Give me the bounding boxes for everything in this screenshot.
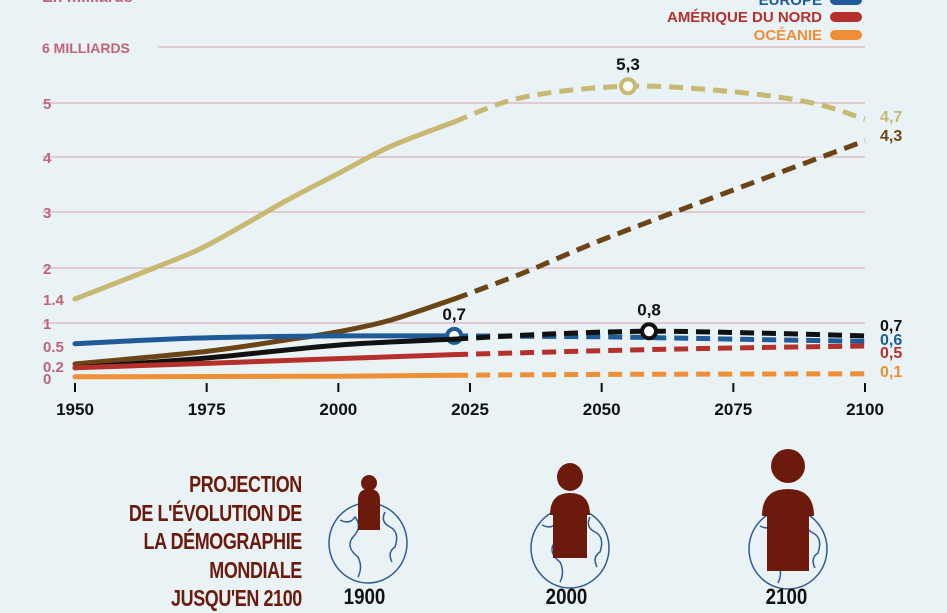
data-point-label: 0,8	[637, 300, 661, 319]
legend-swatch	[830, 12, 862, 22]
legend-swatch	[830, 30, 862, 40]
series-line-projection	[453, 138, 866, 302]
population-chart: En milliards 6 MILLIARDS 5 4 3 2 1.4 1 0.5 0.20 19…	[42, 0, 902, 419]
series-end-label: 4,7	[880, 109, 902, 126]
legend-swatch	[830, 0, 862, 5]
x-tick-label: 2050	[583, 400, 621, 419]
person-icon	[762, 449, 814, 571]
globes-illustration	[328, 449, 828, 590]
y-tick-label: 1	[43, 316, 51, 333]
title-line: DE L'ÉVOLUTION DE	[128, 499, 302, 526]
person-icon	[550, 463, 590, 558]
series-line-historical	[72, 372, 457, 380]
chart-subtitle: En milliards	[42, 0, 133, 6]
series-line-projection	[453, 83, 866, 125]
series-end-label: 0,5	[880, 345, 902, 362]
title-line: PROJECTION	[189, 471, 302, 497]
x-tick-label: 1975	[188, 400, 226, 419]
legend-label: OCÉANIE	[754, 27, 822, 44]
series-end-label: 0,6	[880, 332, 902, 349]
series-end-label: 0,1	[880, 364, 902, 381]
year-label: 1900	[343, 584, 386, 609]
y-tick-label: 5	[43, 96, 51, 113]
x-tick-label: 2075	[714, 400, 752, 419]
x-tick-label: 2000	[319, 400, 357, 419]
data-point-marker	[619, 77, 637, 96]
series-end-label: 0,7	[880, 318, 902, 335]
y-tick-label: 0.2	[43, 359, 64, 376]
series-line-historical	[72, 333, 457, 347]
series-line-projection	[454, 343, 866, 358]
infographic-title: PROJECTION DE L'ÉVOLUTION DE LA DÉMOGRAP…	[129, 470, 302, 613]
series-line-projection	[454, 333, 866, 344]
x-tick-label: 1950	[56, 400, 94, 419]
y-tick-label: 0	[43, 371, 51, 388]
title-line: MONDIALE	[209, 556, 302, 583]
person-icon	[358, 475, 380, 530]
series-line-historical	[72, 352, 457, 371]
series-line-projection	[454, 371, 866, 378]
x-tick-label: 2100	[846, 400, 884, 419]
legend-label: EUROPE	[759, 0, 822, 9]
data-point-label: 0,7	[442, 305, 466, 324]
y-tick-label: 1.4	[43, 292, 65, 309]
data-point-label: 5,3	[616, 55, 640, 74]
y-tick-label: 0.5	[43, 339, 64, 356]
legend-label: AMÉRIQUE DU NORD	[667, 9, 822, 26]
data-point-marker	[640, 322, 659, 341]
x-tick-label: 2025	[451, 400, 489, 419]
year-label: 2000	[545, 584, 588, 609]
year-label: 2100	[765, 584, 808, 609]
y-tick-label: 6 MILLIARDS	[42, 40, 130, 56]
y-tick-label: 2	[43, 261, 51, 278]
y-tick-label: 4	[43, 150, 52, 167]
series-end-label: 4,3	[880, 128, 902, 145]
series-line-projection	[454, 328, 866, 342]
title-line: LA DÉMOGRAPHIE	[143, 528, 303, 554]
title-line: JUSQU'EN 2100	[171, 585, 302, 611]
series-line-historical	[72, 119, 457, 302]
y-tick-label: 3	[43, 205, 51, 222]
